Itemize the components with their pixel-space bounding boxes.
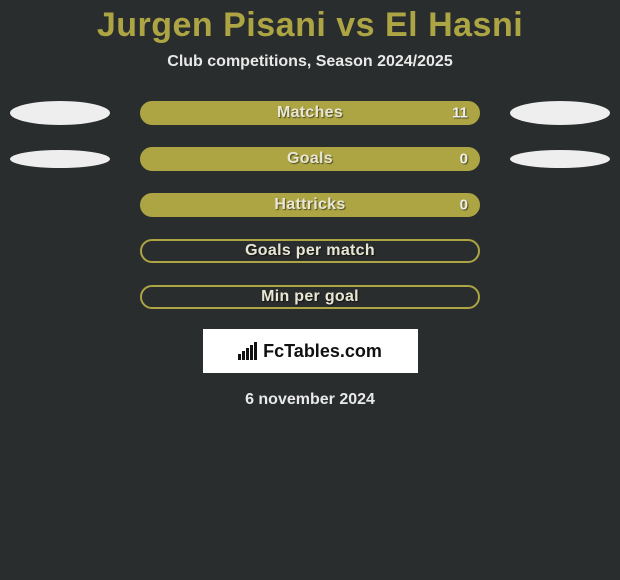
stat-bar: Min per goal	[140, 285, 480, 309]
stat-row: Goals per match	[0, 239, 620, 263]
stat-row: Matches 11	[0, 101, 620, 125]
stat-row: Goals 0	[0, 147, 620, 171]
stat-bar: Matches 11	[140, 101, 480, 125]
generated-date: 6 november 2024	[0, 391, 620, 409]
stat-value: 11	[452, 105, 468, 122]
stat-label: Goals	[287, 150, 333, 168]
barchart-icon	[238, 342, 257, 360]
stat-row: Hattricks 0	[0, 193, 620, 217]
stat-bar: Hattricks 0	[140, 193, 480, 217]
fctables-logo: FcTables.com	[203, 329, 418, 373]
stat-value: 0	[460, 151, 468, 168]
side-ellipse	[510, 101, 610, 125]
stat-label: Matches	[277, 104, 343, 122]
page-title: Jurgen Pisani vs El Hasni	[0, 6, 620, 45]
stat-bar: Goals per match	[140, 239, 480, 263]
comparison-card: Jurgen Pisani vs El Hasni Club competiti…	[0, 0, 620, 580]
stat-label: Min per goal	[261, 288, 359, 306]
stat-row: Min per goal	[0, 285, 620, 309]
side-ellipse	[10, 150, 110, 168]
barchart-icon-bar	[246, 348, 249, 360]
stat-label: Hattricks	[274, 196, 345, 214]
side-ellipse	[10, 101, 110, 125]
stat-rows: Matches 11 Goals 0 Hattricks 0 Goals per match…	[0, 101, 620, 309]
barchart-icon-bar	[242, 351, 245, 360]
side-ellipse	[510, 150, 610, 168]
stat-bar: Goals 0	[140, 147, 480, 171]
barchart-icon-bar	[254, 342, 257, 360]
stat-label: Goals per match	[245, 242, 375, 260]
barchart-icon-bar	[238, 354, 241, 360]
page-subtitle: Club competitions, Season 2024/2025	[0, 53, 620, 71]
stat-value: 0	[460, 197, 468, 214]
logo-text: FcTables.com	[263, 341, 382, 362]
barchart-icon-bar	[250, 345, 253, 360]
